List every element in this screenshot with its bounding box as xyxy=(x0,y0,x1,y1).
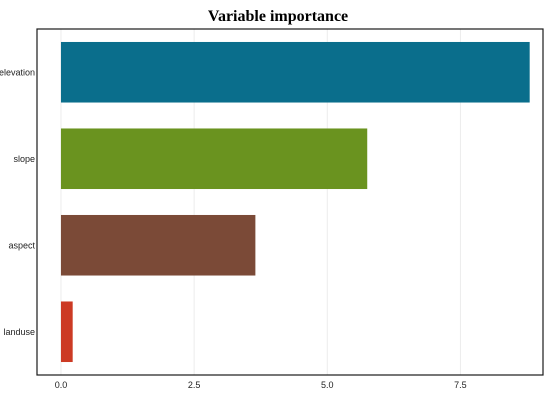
category-labels: elevation slope aspect landuse xyxy=(0,67,35,337)
bar-aspect xyxy=(60,214,256,276)
x-tick-labels: 0.0 2.5 5.0 7.5 xyxy=(55,380,467,390)
x-tick-label-2: 5.0 xyxy=(321,380,334,390)
bar-elevation xyxy=(60,41,530,103)
category-label-aspect: aspect xyxy=(8,240,35,250)
bars xyxy=(60,41,530,363)
x-tick-label-0: 0.0 xyxy=(55,380,68,390)
plot-frame xyxy=(36,28,544,376)
x-tick-label-1: 2.5 xyxy=(188,380,201,390)
category-label-slope: slope xyxy=(13,154,35,164)
category-label-landuse: landuse xyxy=(3,327,35,337)
chart-title: Variable importance xyxy=(208,8,348,25)
bar-landuse xyxy=(60,301,73,363)
bar-slope xyxy=(60,128,368,190)
x-tick-label-3: 7.5 xyxy=(454,380,467,390)
category-label-elevation: elevation xyxy=(0,67,35,77)
